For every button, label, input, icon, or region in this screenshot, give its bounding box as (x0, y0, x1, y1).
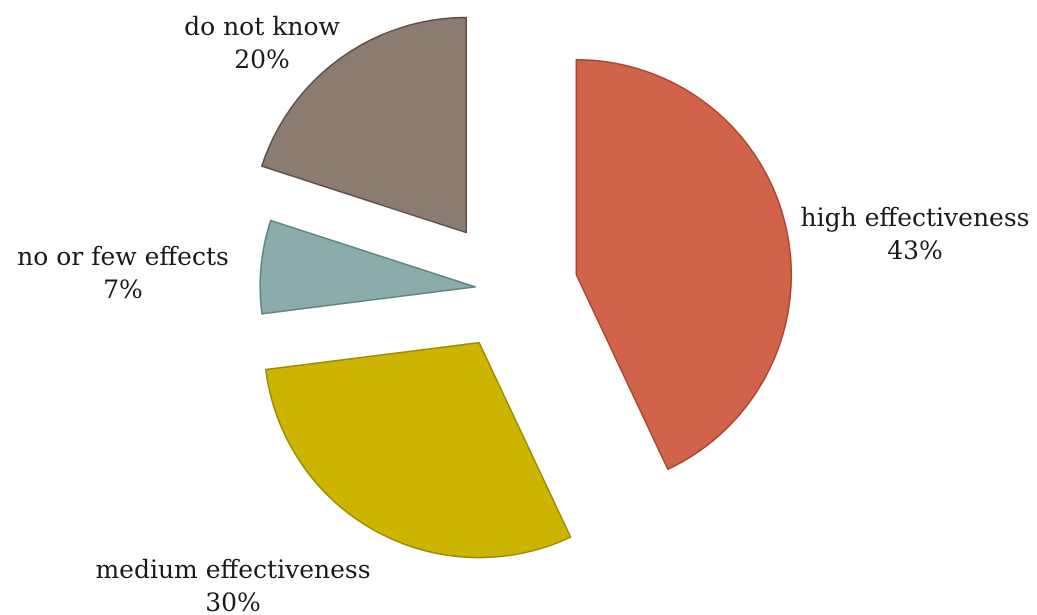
slice-label-medium-effectiveness: medium effectiveness (95, 555, 370, 584)
slice-value-do-not-know: 20% (234, 45, 290, 74)
slice-value-medium-effectiveness: 30% (205, 588, 261, 615)
slice-value-high-effectiveness: 43% (887, 236, 943, 265)
slice-value-no-or-few-effects: 7% (103, 275, 143, 304)
slice-label-no-or-few-effects: no or few effects (17, 242, 229, 271)
pie-labels: high effectiveness 43% medium effectivenes… (17, 12, 1029, 615)
slice-label-do-not-know: do not know (184, 12, 340, 41)
pie-slice-medium-effectiveness (265, 341, 572, 559)
slice-label-high-effectiveness: high effectiveness (800, 203, 1029, 232)
pie-slice-high-effectiveness (575, 58, 793, 471)
pie-slices (259, 16, 793, 559)
pie-slice-no-or-few-effects (259, 219, 476, 315)
pie-slice-do-not-know (261, 16, 468, 234)
